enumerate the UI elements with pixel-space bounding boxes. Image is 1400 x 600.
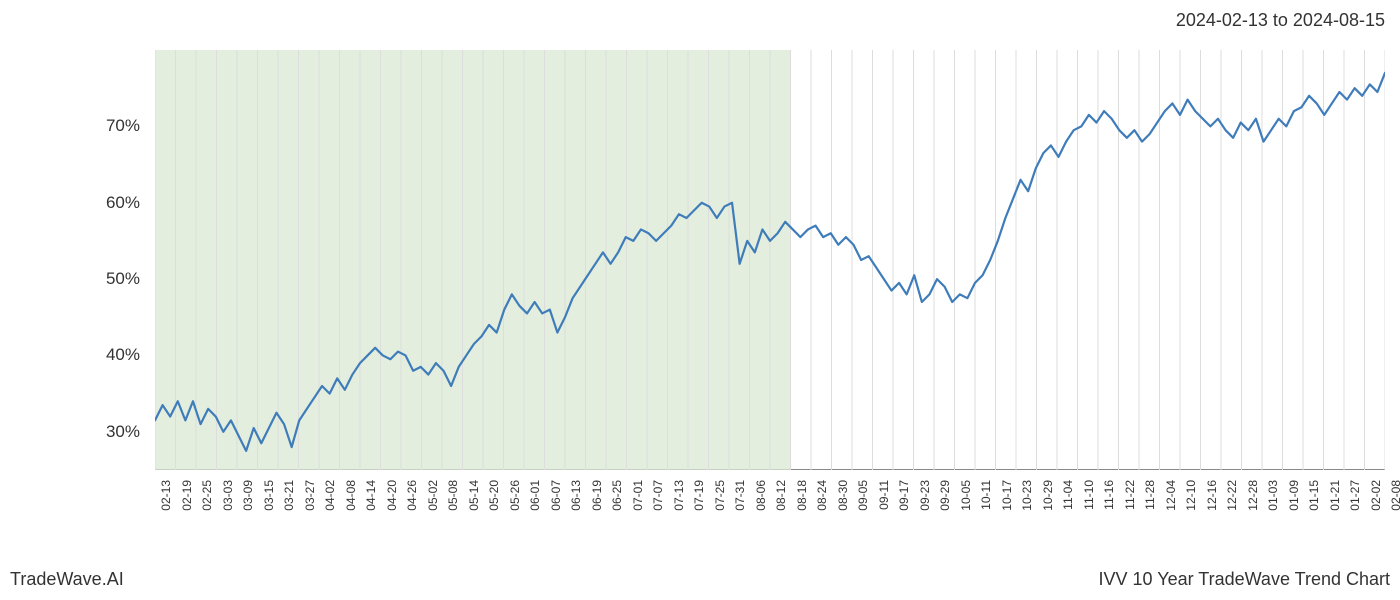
x-tick-label: 05-14 bbox=[467, 480, 481, 511]
x-tick-label: 06-01 bbox=[528, 480, 542, 511]
x-tick-label: 05-26 bbox=[508, 480, 522, 511]
x-tick-label: 11-16 bbox=[1102, 480, 1116, 510]
footer-brand: TradeWave.AI bbox=[10, 569, 124, 590]
x-tick-label: 08-24 bbox=[815, 480, 829, 511]
chart-svg bbox=[155, 50, 1385, 470]
x-tick-label: 01-21 bbox=[1328, 480, 1342, 511]
x-tick-label: 10-11 bbox=[979, 480, 993, 510]
x-tick-label: 02-13 bbox=[159, 480, 173, 511]
x-tick-label: 10-17 bbox=[1000, 480, 1014, 511]
x-tick-label: 04-02 bbox=[323, 480, 337, 511]
x-tick-label: 09-23 bbox=[918, 480, 932, 511]
x-tick-label: 02-19 bbox=[180, 480, 194, 511]
y-tick-label: 30% bbox=[106, 422, 140, 442]
x-tick-label: 09-11 bbox=[877, 480, 891, 510]
x-tick-label: 02-02 bbox=[1369, 480, 1383, 511]
x-tick-label: 07-25 bbox=[713, 480, 727, 511]
x-tick-label: 07-31 bbox=[733, 480, 747, 511]
x-tick-label: 04-08 bbox=[344, 480, 358, 511]
plot-area bbox=[155, 50, 1385, 470]
x-tick-label: 06-19 bbox=[590, 480, 604, 511]
x-tick-label: 08-06 bbox=[754, 480, 768, 511]
x-tick-label: 09-17 bbox=[897, 480, 911, 511]
x-tick-label: 03-27 bbox=[303, 480, 317, 511]
x-tick-label: 03-03 bbox=[221, 480, 235, 511]
x-tick-label: 07-13 bbox=[672, 480, 686, 511]
x-tick-label: 12-28 bbox=[1246, 480, 1260, 511]
x-tick-label: 02-08 bbox=[1389, 480, 1400, 511]
x-tick-label: 03-21 bbox=[282, 480, 296, 511]
date-range-label: 2024-02-13 to 2024-08-15 bbox=[1176, 10, 1385, 31]
x-tick-label: 10-23 bbox=[1020, 480, 1034, 511]
x-tick-label: 09-29 bbox=[938, 480, 952, 511]
x-tick-label: 05-20 bbox=[487, 480, 501, 511]
x-tick-label: 10-05 bbox=[959, 480, 973, 511]
x-tick-label: 06-07 bbox=[549, 480, 563, 511]
x-tick-label: 09-05 bbox=[856, 480, 870, 511]
x-tick-label: 07-19 bbox=[692, 480, 706, 511]
x-tick-label: 12-22 bbox=[1225, 480, 1239, 511]
footer-title: IVV 10 Year TradeWave Trend Chart bbox=[1099, 569, 1391, 590]
x-tick-label: 12-16 bbox=[1205, 480, 1219, 511]
x-tick-label: 04-14 bbox=[364, 480, 378, 511]
x-tick-label: 07-07 bbox=[651, 480, 665, 511]
y-tick-label: 60% bbox=[106, 193, 140, 213]
x-tick-label: 02-25 bbox=[200, 480, 214, 511]
y-tick-label: 40% bbox=[106, 345, 140, 365]
x-tick-label: 08-30 bbox=[836, 480, 850, 511]
x-tick-label: 03-15 bbox=[262, 480, 276, 511]
x-tick-label: 04-26 bbox=[405, 480, 419, 511]
x-tick-label: 06-13 bbox=[569, 480, 583, 511]
x-tick-label: 04-20 bbox=[385, 480, 399, 511]
x-tick-label: 11-10 bbox=[1082, 480, 1096, 510]
x-tick-label: 01-27 bbox=[1348, 480, 1362, 511]
x-tick-label: 06-25 bbox=[610, 480, 624, 511]
x-tick-label: 03-09 bbox=[241, 480, 255, 511]
y-tick-label: 50% bbox=[106, 269, 140, 289]
x-tick-label: 08-18 bbox=[795, 480, 809, 511]
x-tick-label: 08-12 bbox=[774, 480, 788, 511]
x-tick-label: 11-04 bbox=[1061, 480, 1075, 510]
highlight-region bbox=[155, 50, 791, 470]
x-tick-label: 07-01 bbox=[631, 480, 645, 511]
x-tick-label: 10-29 bbox=[1041, 480, 1055, 511]
x-tick-label: 11-22 bbox=[1123, 480, 1137, 510]
x-axis: 02-13 02-19 02-25 03-03 03-09 03-15 03-21 03-27… bbox=[155, 475, 1385, 555]
x-tick-label: 12-10 bbox=[1184, 480, 1198, 511]
y-tick-label: 70% bbox=[106, 116, 140, 136]
x-tick-label: 01-09 bbox=[1287, 480, 1301, 511]
chart-container: 30% 40% 50% 60% 70% 02-13 02-19 02-25 03-03 03-0… bbox=[0, 50, 1400, 520]
x-tick-label: 01-15 bbox=[1307, 480, 1321, 511]
x-tick-label: 01-03 bbox=[1266, 480, 1280, 511]
x-tick-label: 11-28 bbox=[1143, 480, 1157, 510]
x-tick-label: 05-02 bbox=[426, 480, 440, 511]
x-tick-label: 12-04 bbox=[1164, 480, 1178, 511]
x-tick-label: 05-08 bbox=[446, 480, 460, 511]
y-axis: 30% 40% 50% 60% 70% bbox=[0, 50, 150, 520]
